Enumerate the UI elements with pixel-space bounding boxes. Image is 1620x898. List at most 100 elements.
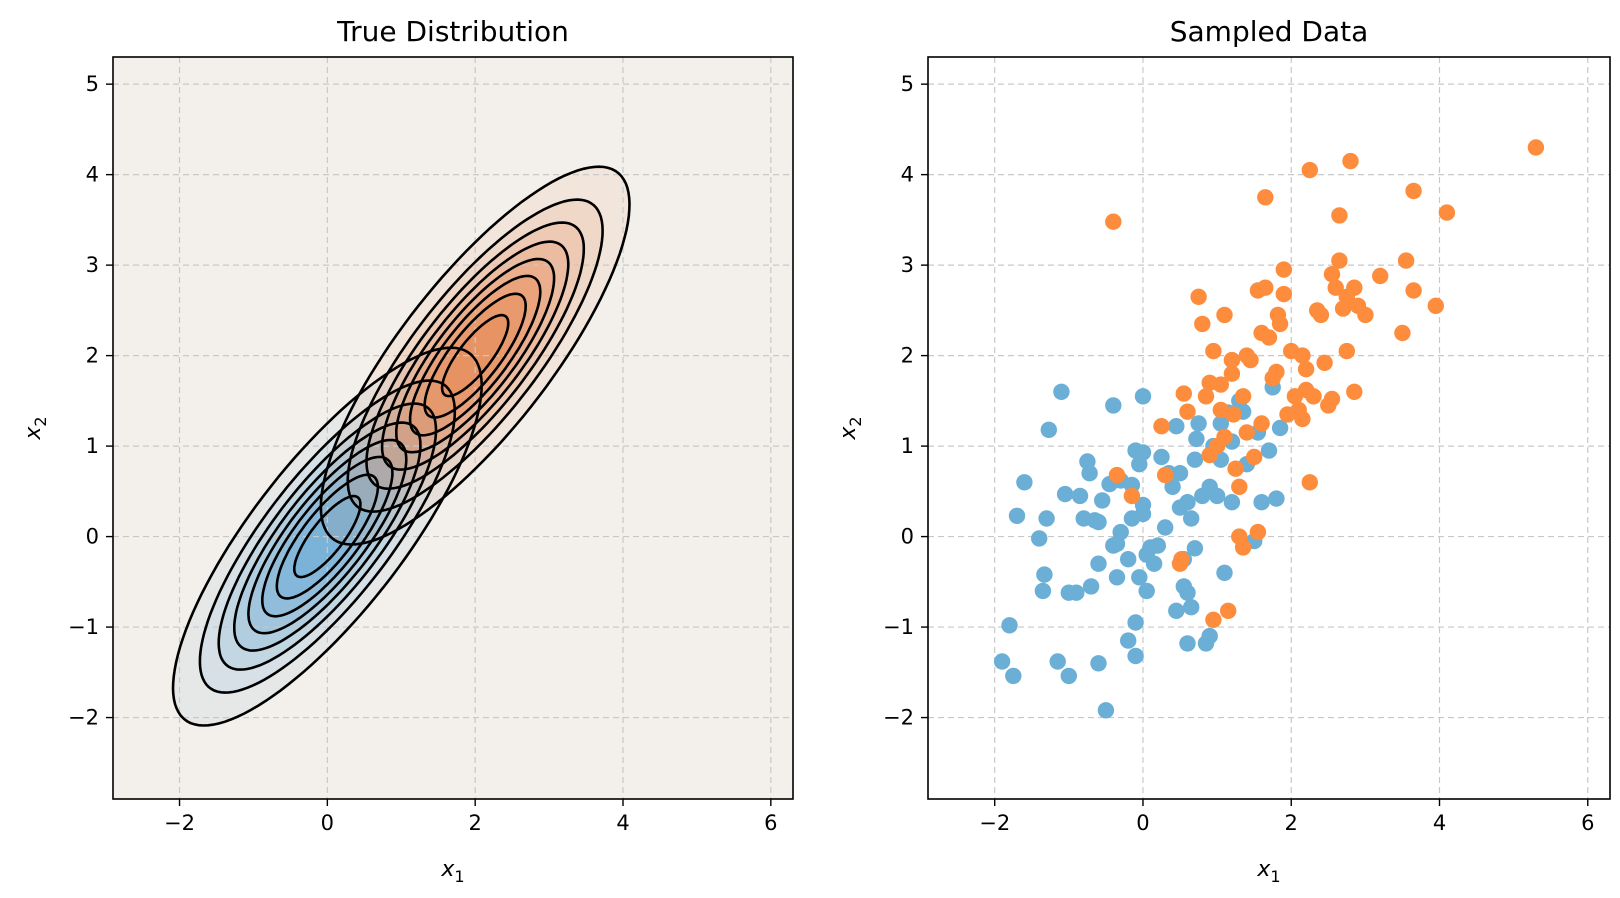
- scatter-point-orange: [1173, 551, 1190, 568]
- x-tick-label: 2: [468, 811, 481, 835]
- y-tick-label: 0: [86, 525, 99, 549]
- x-tick-label: −2: [164, 811, 195, 835]
- x-tick-label: 6: [764, 811, 777, 835]
- scatter-point-blue: [1038, 510, 1055, 527]
- y-tick-label: −1: [68, 615, 99, 639]
- scatter-point-blue: [1188, 430, 1205, 448]
- scatter-point-blue: [1168, 602, 1185, 619]
- scatter-point-orange: [1301, 474, 1319, 491]
- scatter-point-blue: [1164, 478, 1181, 495]
- contour-line: [423, 292, 528, 419]
- scatter-point-blue: [1208, 487, 1226, 505]
- scatter-point-blue: [1131, 569, 1148, 586]
- scatter-point-orange: [1275, 261, 1293, 278]
- scatter-point-orange: [1249, 523, 1267, 541]
- scatter-point-orange: [1157, 466, 1174, 484]
- scatter-point-blue: [1153, 448, 1170, 466]
- scatter-point-blue: [1081, 465, 1098, 482]
- scatter-point-blue: [1138, 582, 1155, 600]
- scatter-point-blue: [1149, 537, 1167, 554]
- y-tick-label: 3: [86, 253, 99, 277]
- scatter-point-orange: [1312, 306, 1330, 324]
- scatter-point-orange: [1397, 252, 1415, 269]
- scatter-point-orange: [1223, 365, 1241, 382]
- scatter-point-blue: [1190, 415, 1207, 432]
- scatter-point-orange: [1246, 448, 1263, 466]
- contour-line: [380, 240, 570, 471]
- scatter-point-orange: [1212, 401, 1230, 419]
- scatter-point-blue: [1216, 564, 1233, 581]
- y-tick-label: 1: [86, 434, 99, 458]
- scatter-point-orange: [1234, 539, 1252, 556]
- chart-title: Sampled Data: [1170, 15, 1369, 48]
- scatter-point-orange: [1405, 282, 1422, 299]
- contour-lines: [171, 165, 631, 727]
- grid-lines: [928, 57, 1610, 799]
- scatter-point-orange: [1357, 306, 1374, 324]
- y-axis-label: x2: [836, 416, 865, 440]
- scatter-point-orange: [1242, 351, 1259, 369]
- x-tick-label: 6: [1581, 811, 1594, 835]
- scatter-point-blue: [1056, 485, 1074, 503]
- scatter-point-blue: [1094, 492, 1111, 509]
- scatter-point-blue: [1068, 584, 1085, 601]
- scatter-point-orange: [1427, 297, 1445, 314]
- scatter-point-blue: [1031, 530, 1048, 547]
- contour-line: [260, 455, 394, 618]
- y-tick-label: 5: [86, 72, 99, 96]
- scatter-point-orange: [1294, 347, 1311, 364]
- contour-line: [346, 198, 604, 513]
- panel-sampled-data: −2 0 2 4 6 −2 −1 0 1 2 3 4 5 Sampled Data x1 x2: [836, 15, 1611, 886]
- scatter-point-blue: [1179, 494, 1196, 511]
- scatter-point-orange: [1216, 428, 1233, 446]
- scatter-point-blue: [1253, 494, 1270, 511]
- scatter-point-orange: [1257, 189, 1274, 206]
- panel-true-distribution: −2 0 2 4 6 −2 −1 0 1 2 3 4 5 True Distribution x1 x2: [21, 15, 794, 886]
- y-tick-label: 4: [86, 163, 99, 187]
- scatter-point-orange: [1108, 466, 1126, 484]
- scatter-point-blue: [1053, 383, 1070, 400]
- scatter-point-blue: [1134, 388, 1152, 405]
- x-axis-label: x1: [440, 857, 464, 886]
- scatter-point-blue: [1134, 444, 1152, 461]
- scatter-point-blue: [1120, 632, 1137, 649]
- scatter-point-blue: [1008, 507, 1026, 524]
- scatter-point-orange: [1238, 424, 1256, 441]
- scatter-point-orange: [1179, 403, 1196, 420]
- scatter-point-orange: [1316, 354, 1333, 371]
- scatter-point-orange: [1346, 279, 1363, 296]
- scatter-point-orange: [1175, 385, 1193, 402]
- scatter-point-blue: [1090, 513, 1107, 531]
- y-tick-label: 2: [901, 344, 914, 368]
- x-tick-label: 4: [1433, 811, 1446, 835]
- scatter-point-orange: [1372, 267, 1389, 285]
- scatter-point-blue: [1001, 617, 1018, 634]
- scatter-point-orange: [1271, 315, 1289, 333]
- scatter-point-orange: [1323, 390, 1341, 408]
- scatter-point-orange: [1153, 418, 1170, 435]
- scatter-point-orange: [1260, 329, 1278, 346]
- scatter-point-blue: [1179, 584, 1196, 601]
- scatter-point-orange: [1194, 315, 1211, 333]
- scatter-point-orange: [1346, 383, 1363, 400]
- scatter-point-orange: [1216, 306, 1233, 324]
- scatter-point-blue: [1016, 474, 1033, 491]
- plot-area-background: [928, 57, 1610, 799]
- scatter-point-orange: [1227, 460, 1244, 477]
- scatter-point-orange: [1197, 388, 1215, 405]
- y-tick-label: −2: [68, 706, 99, 730]
- scatter-point-blue: [1186, 540, 1204, 557]
- x-tick-label: 0: [321, 811, 334, 835]
- scatter-point-blue: [1005, 667, 1022, 685]
- scatter-point-blue: [1090, 655, 1107, 672]
- scatter-point-orange: [1268, 363, 1285, 381]
- scatter-point-blue: [1127, 647, 1144, 665]
- contour-line: [198, 379, 457, 694]
- scatter-point-blue: [1186, 451, 1204, 468]
- scatter-point-blue: [1223, 494, 1241, 511]
- y-tick-label: 0: [901, 525, 914, 549]
- y-tick-label: 3: [901, 253, 914, 277]
- scatter-point-orange: [1212, 376, 1230, 393]
- scatter-point-blue: [1168, 418, 1185, 435]
- scatter-point-blue: [1127, 614, 1144, 631]
